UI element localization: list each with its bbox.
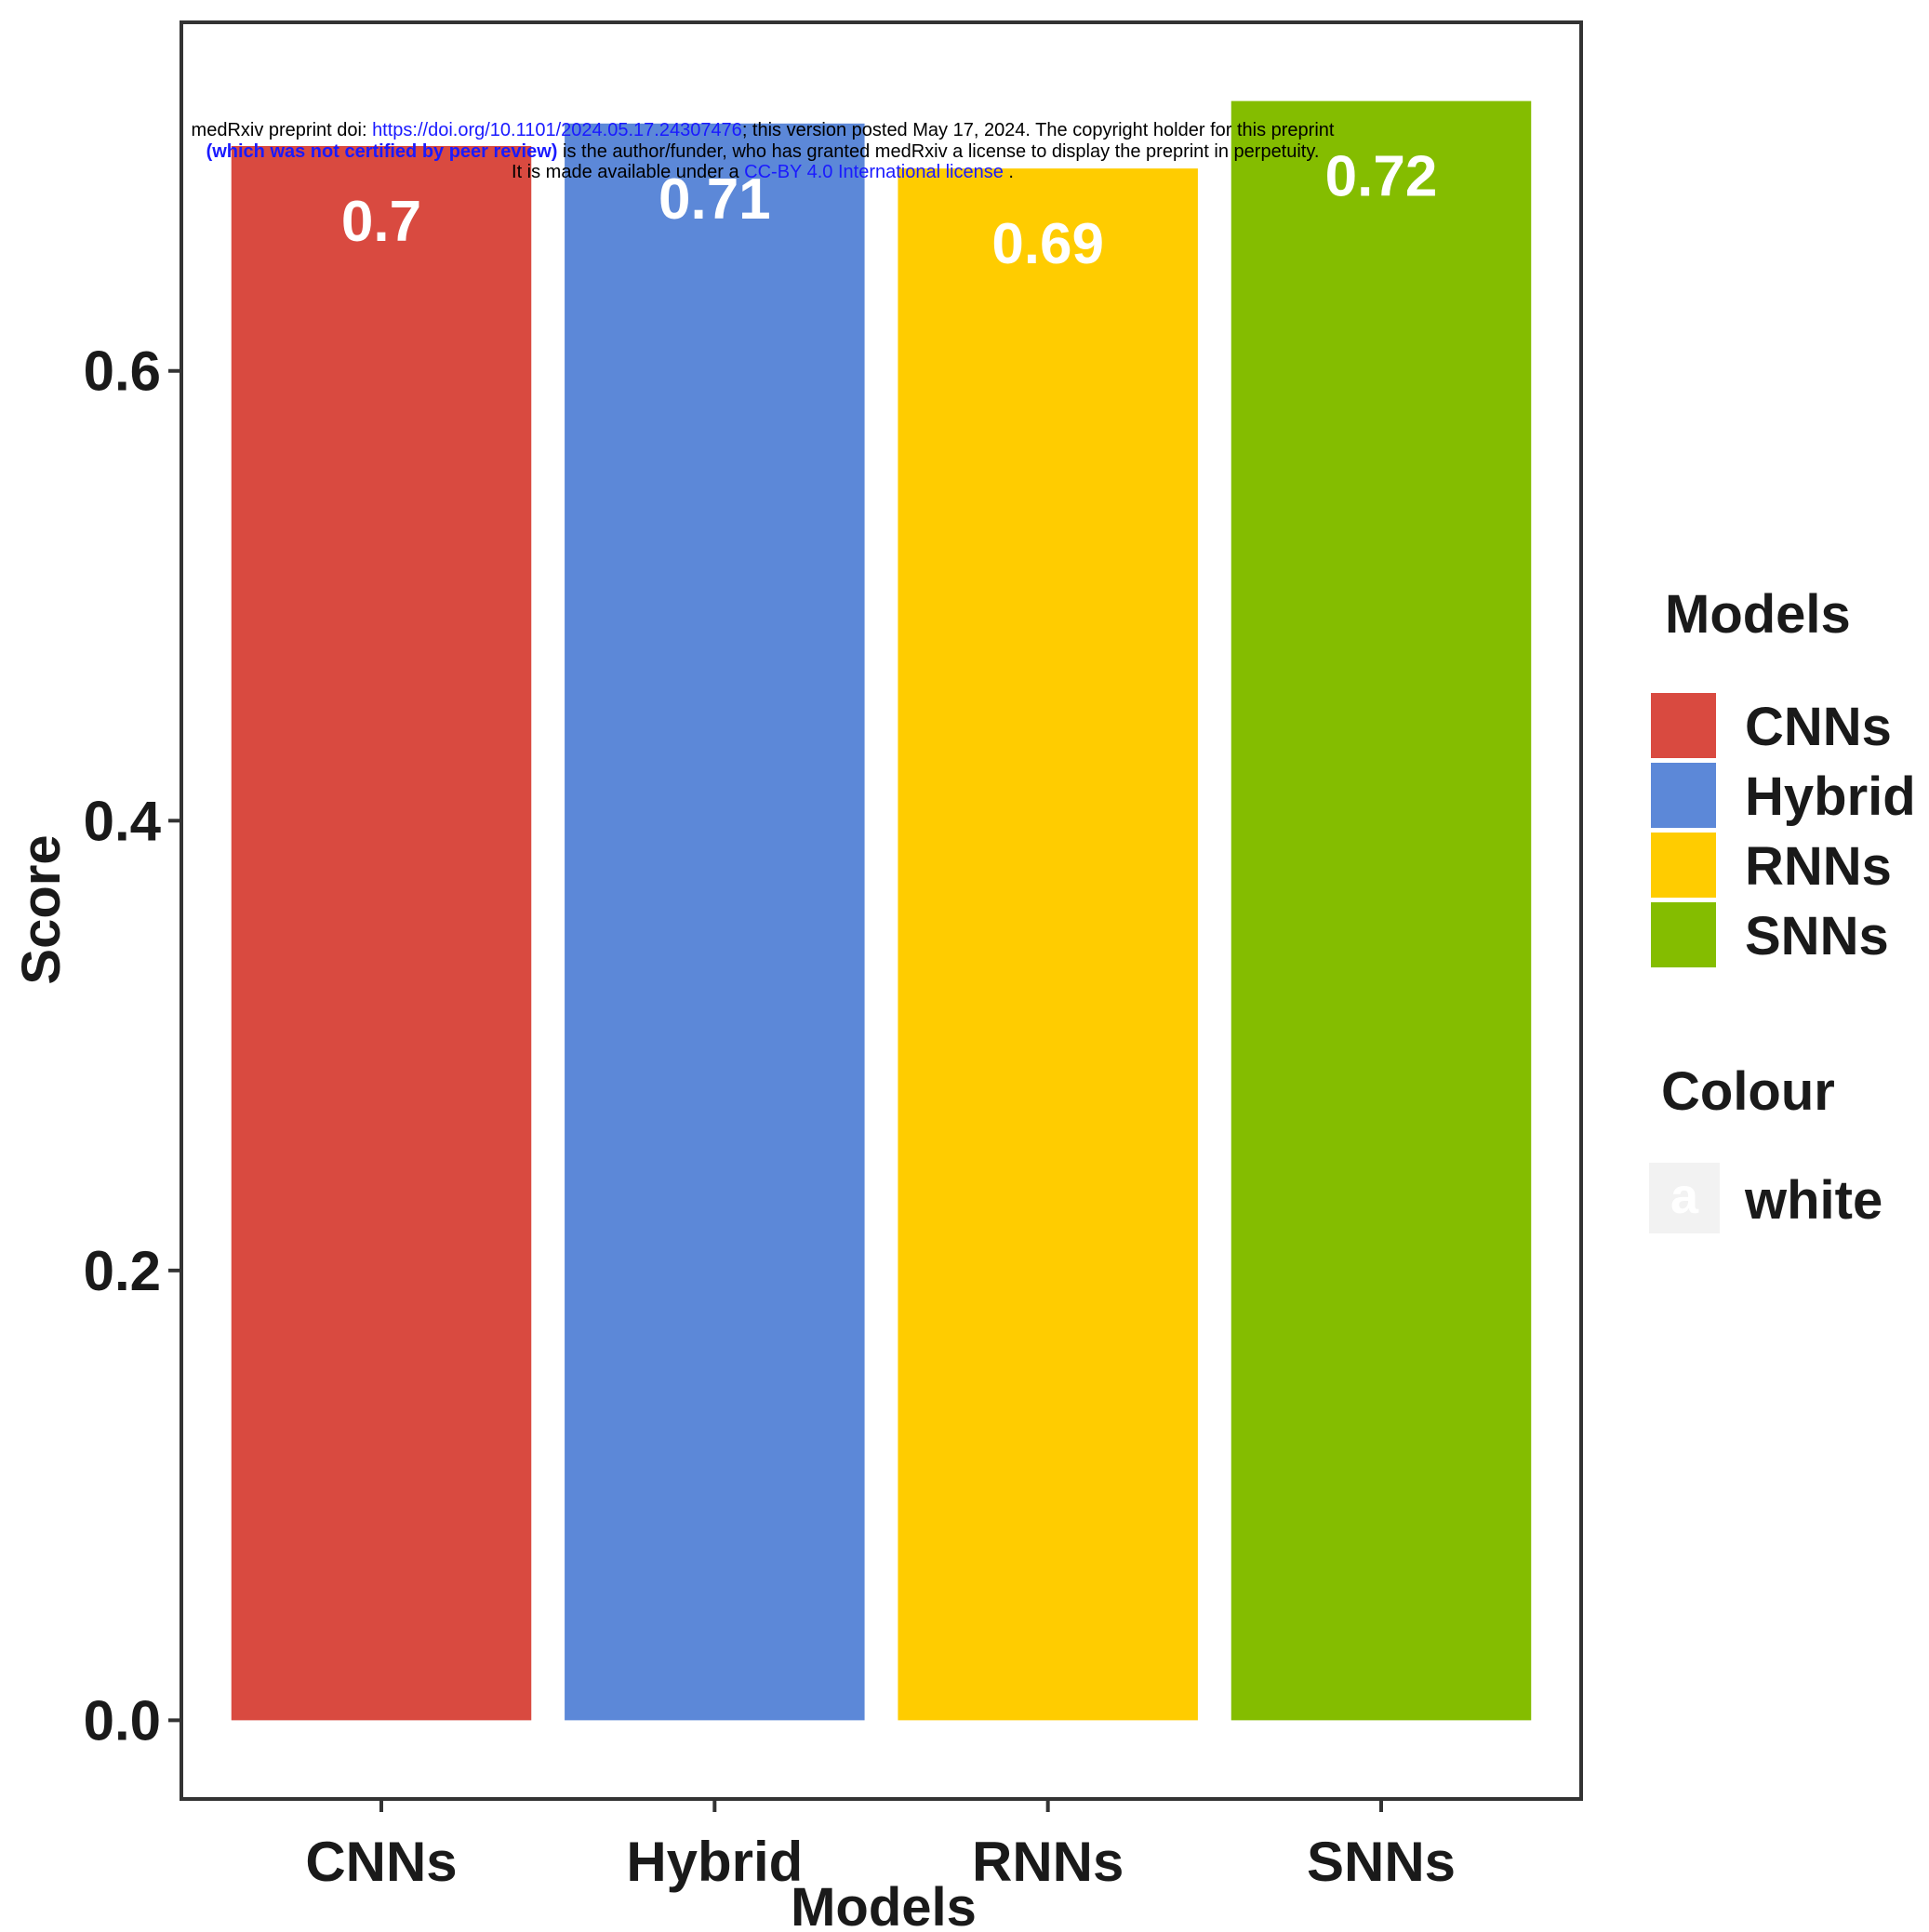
plot-panel-border [180, 20, 1583, 1801]
banner-line3-prefix: It is made available under a [512, 162, 745, 182]
colour-legend-title: Colour [1661, 1061, 1835, 1122]
legend-swatch-snns [1651, 902, 1716, 967]
y-axis-title: Score [11, 834, 72, 984]
legend-title: Models [1665, 584, 1851, 645]
x-axis-title: Models [791, 1877, 977, 1932]
x-tick-label: Hybrid [626, 1831, 803, 1893]
bar-value-label: 0.7 [341, 190, 421, 254]
bar-hybrid [565, 123, 865, 1721]
banner-line-1: medRxiv preprint doi: https://doi.org/10… [0, 120, 1525, 140]
legend-swatch-hybrid [1651, 763, 1716, 828]
bars [231, 100, 1532, 1721]
peer-review-notice: (which was not certified by peer review) [206, 141, 558, 162]
banner-line-3: It is made available under a CC-BY 4.0 I… [0, 162, 1525, 182]
bar-value-labels: 0.7 0.71 0.69 0.72 [341, 145, 1437, 277]
legend-label: CNNs [1745, 697, 1892, 757]
colour-legend-key-glyph: a [1670, 1168, 1699, 1224]
banner-line3-suffix: . [1003, 162, 1014, 182]
banner-line2-suffix: is the author/funder, who has granted me… [557, 141, 1320, 162]
doi-link[interactable]: https://doi.org/10.1101/2024.05.17.24307… [372, 120, 742, 140]
legend-entries: CNNs Hybrid RNNs SNNs [1651, 693, 1916, 967]
banner-line1-suffix: ; this version posted May 17, 2024. The … [741, 120, 1335, 140]
banner-line1-prefix: medRxiv preprint doi: [191, 120, 373, 140]
colour-legend-key [1649, 1163, 1720, 1233]
legend-swatch-cnns [1651, 693, 1716, 758]
colour-legend-label: white [1744, 1170, 1882, 1231]
banner-line-2: (which was not certified by peer review)… [0, 141, 1525, 162]
legend-label: SNNs [1745, 906, 1889, 966]
y-tick-label: 0.4 [84, 790, 162, 852]
legend-swatch-rnns [1651, 833, 1716, 898]
bar-value-label: 0.71 [659, 167, 771, 232]
bar-cnns [231, 145, 532, 1721]
bar-rnns [898, 168, 1198, 1721]
bar-value-label: 0.72 [1325, 145, 1438, 209]
bar-value-label: 0.69 [991, 212, 1104, 276]
x-tick-label: RNNs [972, 1831, 1124, 1893]
x-axis: CNNs Hybrid RNNs SNNs [305, 1799, 1456, 1893]
bar-snns [1231, 100, 1532, 1721]
legend-colour: Colour a white [1649, 1061, 1882, 1233]
x-tick-label: SNNs [1307, 1831, 1456, 1893]
y-tick-label: 0.0 [84, 1689, 161, 1752]
y-tick-label: 0.6 [84, 340, 161, 403]
legend-label: RNNs [1745, 836, 1892, 897]
x-tick-label: CNNs [305, 1831, 457, 1893]
legend-label: Hybrid [1745, 766, 1916, 827]
license-link[interactable]: CC-BY 4.0 International license [744, 162, 1004, 182]
legend-models: Models CNNs Hybrid RNNs SNNs [1651, 584, 1916, 967]
y-tick-label: 0.2 [84, 1240, 161, 1302]
y-axis: 0.0 0.2 0.4 0.6 [84, 340, 181, 1752]
